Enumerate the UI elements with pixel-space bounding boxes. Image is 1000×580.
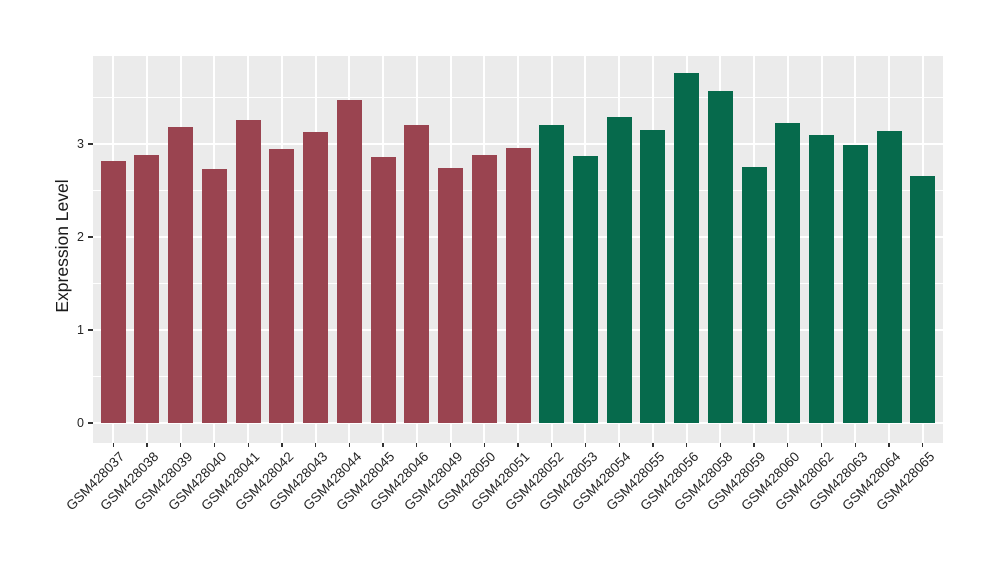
y-tick-mark: [88, 143, 93, 145]
x-tick-mark: [449, 443, 452, 447]
bar: [370, 157, 396, 423]
bar: [134, 155, 160, 423]
bar: [201, 169, 227, 423]
x-tick-mark: [551, 443, 553, 447]
major-gridline: [93, 143, 943, 145]
x-tick-mark: [584, 443, 587, 447]
x-tick-mark: [112, 443, 114, 447]
bar: [168, 127, 194, 423]
x-tick-mark: [820, 443, 823, 447]
x-tick-mark: [753, 443, 755, 447]
x-tick-mark: [348, 443, 350, 447]
x-tick-mark: [719, 443, 722, 447]
bar: [572, 156, 598, 423]
y-tick-label: 1: [77, 323, 84, 337]
y-tick-mark: [88, 329, 93, 331]
bar: [235, 119, 261, 423]
bar: [505, 147, 531, 423]
x-tick-mark: [686, 443, 688, 447]
bar: [640, 130, 666, 423]
x-tick-mark: [247, 443, 249, 447]
x-tick-mark: [483, 443, 485, 447]
y-axis-title: Expression Level: [52, 179, 72, 313]
y-tick-mark: [88, 422, 93, 424]
x-tick-mark: [888, 443, 890, 447]
bar: [336, 100, 362, 423]
minor-gridline: [93, 97, 943, 98]
x-tick-mark: [382, 443, 384, 447]
x-tick-mark: [180, 443, 182, 447]
bar: [404, 125, 430, 423]
x-tick-mark: [416, 443, 418, 447]
bar: [910, 175, 936, 423]
bar: [303, 131, 329, 423]
x-tick-mark: [213, 443, 216, 447]
bar: [100, 160, 126, 423]
bar: [269, 148, 295, 423]
x-tick-mark: [314, 443, 317, 447]
bar: [539, 125, 565, 423]
bar: [471, 155, 497, 423]
bar: [876, 130, 902, 423]
bar: [741, 167, 767, 423]
x-tick-mark: [854, 443, 856, 447]
y-tick-label: 2: [77, 230, 84, 244]
x-tick-mark: [618, 443, 620, 447]
bar: [438, 168, 464, 423]
bar: [674, 73, 700, 423]
bar: [606, 117, 632, 423]
bar: [775, 122, 801, 423]
x-tick-mark: [787, 443, 789, 447]
x-tick-mark: [922, 443, 924, 447]
y-tick-label: 3: [77, 137, 84, 151]
plot-panel: [93, 56, 943, 443]
bar: [707, 90, 733, 423]
bar: [809, 134, 835, 423]
y-tick-mark: [88, 236, 93, 238]
x-tick-mark: [652, 443, 654, 447]
x-tick-mark: [146, 443, 148, 447]
x-tick-mark: [517, 443, 519, 447]
major-gridline: [93, 422, 943, 424]
x-tick-mark: [281, 443, 283, 447]
y-tick-label: 0: [77, 416, 84, 430]
bar: [842, 144, 868, 423]
